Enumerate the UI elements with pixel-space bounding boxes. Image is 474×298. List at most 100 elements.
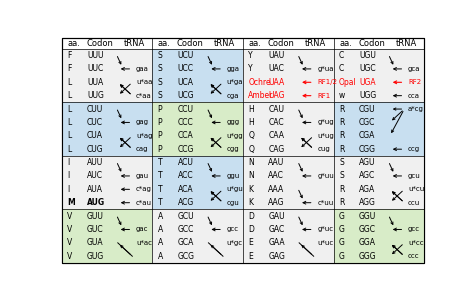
Text: AUC: AUC <box>87 171 103 181</box>
Text: Ochre: Ochre <box>248 78 271 87</box>
Text: R: R <box>339 198 345 207</box>
Text: Codon: Codon <box>358 39 385 48</box>
Text: G: G <box>339 225 345 234</box>
Text: K: K <box>248 185 254 194</box>
Text: V: V <box>67 225 72 234</box>
Text: gag: gag <box>136 119 149 125</box>
Text: G: G <box>339 252 345 261</box>
Text: GGA: GGA <box>359 238 376 247</box>
Text: G: G <box>339 212 345 221</box>
Text: cga: cga <box>227 93 239 99</box>
Text: UGC: UGC <box>359 64 375 73</box>
Text: AAC: AAC <box>268 171 284 181</box>
Text: g*ug: g*ug <box>317 119 334 125</box>
Bar <box>62 49 152 103</box>
Text: u*ac: u*ac <box>136 240 152 246</box>
Text: RF2: RF2 <box>408 79 421 85</box>
Text: L: L <box>67 91 71 100</box>
Text: V: V <box>67 212 72 221</box>
Bar <box>62 103 152 156</box>
Bar <box>152 156 243 209</box>
Text: S: S <box>158 91 163 100</box>
Text: ccg: ccg <box>408 146 420 152</box>
Text: CAC: CAC <box>268 118 284 127</box>
Text: UAU: UAU <box>268 51 284 60</box>
Text: ACG: ACG <box>178 198 194 207</box>
Text: GAU: GAU <box>268 212 285 221</box>
Text: Amber: Amber <box>248 91 274 100</box>
Text: T: T <box>158 158 162 167</box>
Text: w: w <box>339 91 345 100</box>
Text: AUA: AUA <box>87 185 103 194</box>
Text: RF1/2: RF1/2 <box>317 79 337 85</box>
Text: c*au: c*au <box>136 200 152 206</box>
Text: AAA: AAA <box>268 185 284 194</box>
Text: u*cu: u*cu <box>408 186 424 192</box>
Text: D: D <box>248 212 254 221</box>
Text: T: T <box>158 185 162 194</box>
Text: V: V <box>67 238 72 247</box>
Text: Y: Y <box>248 64 253 73</box>
Text: Opal: Opal <box>339 78 357 87</box>
Text: cca: cca <box>408 93 420 99</box>
Text: K: K <box>248 198 254 207</box>
Text: AGG: AGG <box>359 198 376 207</box>
Text: AAG: AAG <box>268 198 285 207</box>
Text: UAG: UAG <box>268 91 285 100</box>
Text: Codon: Codon <box>86 39 113 48</box>
Text: u*gg: u*gg <box>227 133 243 139</box>
Text: u*ag: u*ag <box>136 133 153 139</box>
Text: CAU: CAU <box>268 105 284 114</box>
Text: UGG: UGG <box>359 91 376 100</box>
Bar <box>152 103 243 156</box>
Text: UUC: UUC <box>87 64 103 73</box>
Text: Codon: Codon <box>177 39 204 48</box>
Text: cug: cug <box>317 146 330 152</box>
Text: CAG: CAG <box>268 145 284 154</box>
Text: AGU: AGU <box>359 158 375 167</box>
Text: L: L <box>67 78 71 87</box>
Text: CGC: CGC <box>359 118 375 127</box>
Text: Q: Q <box>248 131 254 140</box>
Bar <box>62 156 152 209</box>
Text: UUG: UUG <box>87 91 104 100</box>
Text: AUG: AUG <box>87 198 105 207</box>
Text: GAC: GAC <box>268 225 284 234</box>
Text: G: G <box>339 238 345 247</box>
Text: AGA: AGA <box>359 185 375 194</box>
Text: RF1: RF1 <box>317 93 330 99</box>
Text: CAA: CAA <box>268 131 284 140</box>
Text: UCG: UCG <box>178 91 194 100</box>
Text: GAG: GAG <box>268 252 285 261</box>
Text: R: R <box>339 131 345 140</box>
Text: AUU: AUU <box>87 158 103 167</box>
Text: GGC: GGC <box>359 225 376 234</box>
Text: A: A <box>158 238 163 247</box>
Text: UUA: UUA <box>87 78 103 87</box>
Text: CGG: CGG <box>359 145 376 154</box>
Text: u*cc: u*cc <box>408 240 424 246</box>
Text: gga: gga <box>227 66 239 72</box>
Text: UCA: UCA <box>178 78 194 87</box>
Text: N: N <box>248 158 254 167</box>
Bar <box>243 209 334 263</box>
Text: GGG: GGG <box>359 252 377 261</box>
Text: ggu: ggu <box>227 173 240 179</box>
Bar <box>243 49 334 103</box>
Text: UAA: UAA <box>268 78 284 87</box>
Text: S: S <box>339 158 344 167</box>
Text: cag: cag <box>136 146 148 152</box>
Text: GUA: GUA <box>87 238 104 247</box>
Text: tRNA: tRNA <box>124 39 145 48</box>
Text: ggg: ggg <box>227 119 240 125</box>
Text: aa.: aa. <box>248 39 261 48</box>
Text: L: L <box>67 118 71 127</box>
Bar <box>334 103 424 156</box>
Text: ACU: ACU <box>178 158 193 167</box>
Bar <box>334 49 424 103</box>
Text: CGU: CGU <box>359 105 375 114</box>
Text: S: S <box>158 78 163 87</box>
Text: CCU: CCU <box>178 105 194 114</box>
Text: A: A <box>158 225 163 234</box>
Text: CCG: CCG <box>178 145 194 154</box>
